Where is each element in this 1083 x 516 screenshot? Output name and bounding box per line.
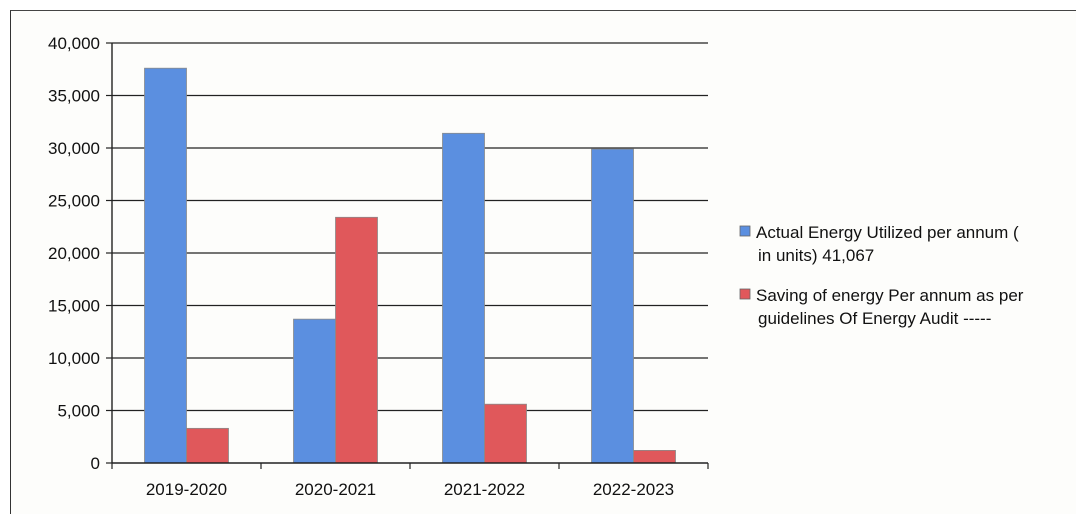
legend-swatch bbox=[739, 288, 751, 300]
legend: Actual Energy Utilized per annum ( in uni… bbox=[739, 223, 1024, 328]
bar-actual-energy bbox=[591, 148, 634, 464]
y-tick-label: 15,000 bbox=[48, 297, 100, 316]
bar-energy-saving bbox=[484, 403, 527, 464]
y-tick-label: 25,000 bbox=[48, 192, 100, 211]
y-tick-label: 10,000 bbox=[48, 349, 100, 368]
x-tick-label: 2020-2021 bbox=[295, 480, 376, 499]
x-tick-label: 2019-2020 bbox=[146, 480, 227, 499]
bar-actual-energy bbox=[442, 132, 485, 464]
bar-actual-energy bbox=[293, 318, 336, 464]
y-tick-label: 35,000 bbox=[48, 87, 100, 106]
y-tick-label: 0 bbox=[91, 454, 100, 473]
bar-energy-saving bbox=[186, 427, 229, 464]
legend-label: Saving of energy Per annum as per bbox=[756, 286, 1024, 305]
y-tick-label: 20,000 bbox=[48, 244, 100, 263]
y-tick-label: 5,000 bbox=[57, 402, 100, 421]
y-tick-label: 40,000 bbox=[48, 34, 100, 53]
axes bbox=[111, 43, 708, 464]
legend-label: in units) 41,067 bbox=[758, 246, 874, 265]
bar-actual-energy bbox=[144, 67, 187, 464]
bar-energy-saving bbox=[633, 449, 676, 464]
y-tick-labels: 0 5,000 10,000 15,000 20,000 25,000 30,000 35,0… bbox=[48, 34, 100, 473]
legend-label: Actual Energy Utilized per annum ( bbox=[756, 223, 1019, 242]
bars bbox=[144, 67, 676, 464]
bar-energy-saving bbox=[335, 216, 378, 464]
x-tick-labels: 2019-2020 2020-2021 2021-2022 2022-2023 bbox=[146, 480, 674, 499]
y-tick-label: 30,000 bbox=[48, 139, 100, 158]
legend-label: guidelines Of Energy Audit ----- bbox=[758, 309, 991, 328]
legend-swatch bbox=[739, 225, 751, 237]
x-tick-label: 2022-2023 bbox=[593, 480, 674, 499]
x-tick-label: 2021-2022 bbox=[444, 480, 525, 499]
